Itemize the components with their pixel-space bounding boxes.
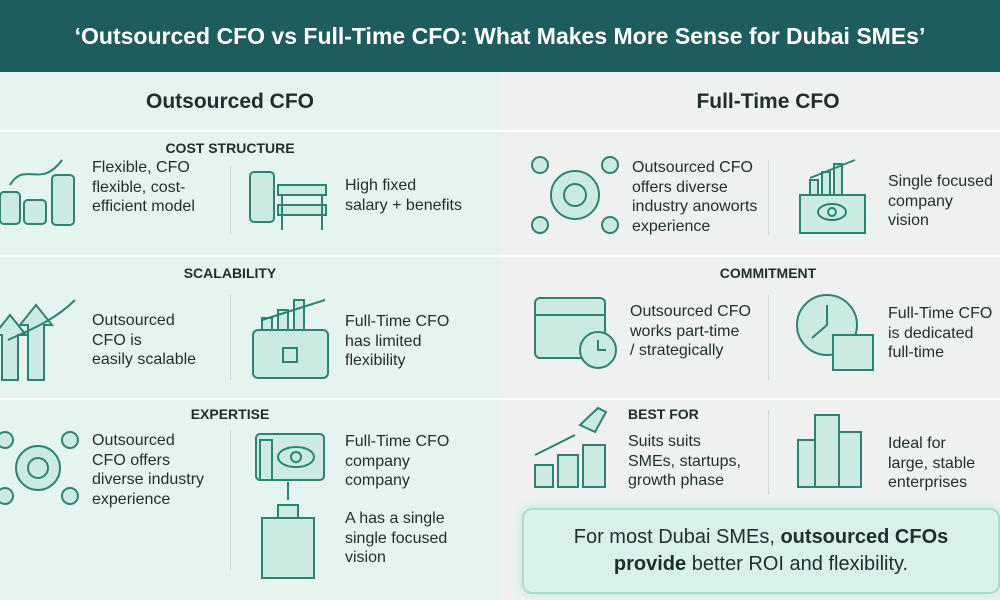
text-line: efficient model xyxy=(92,198,195,215)
divider xyxy=(0,398,1000,400)
item-text: Suits suits SMEs, startups, growth phase xyxy=(628,432,741,491)
text-line: has limited xyxy=(345,332,422,350)
text-line: Outsourced CFO xyxy=(630,303,751,320)
text-line: vision xyxy=(345,549,386,566)
text-line: Flexible, CFO xyxy=(92,159,190,176)
divider xyxy=(768,295,769,380)
item-text: High fixed salary + benefits xyxy=(345,176,462,215)
left-panel xyxy=(0,72,500,600)
divider xyxy=(768,160,769,235)
callout: For most Dubai SMEs, outsourced CFOs pro… xyxy=(522,508,1000,594)
column-title: Full-Time CFO xyxy=(696,90,840,113)
text-line: Outsourced CFO xyxy=(632,159,753,176)
item-text: Flexible, CFO flexible, cost-efficient mo… xyxy=(92,158,195,217)
text-line: easily scalable xyxy=(92,351,197,368)
divider xyxy=(230,430,231,570)
text-line: company xyxy=(345,472,410,489)
divider xyxy=(230,295,231,380)
text-line: industry anoworts xyxy=(632,198,758,215)
text-line: SMEs, startups, xyxy=(628,452,741,470)
text-line: Single focused xyxy=(888,173,993,190)
section-label: EXPERTISE xyxy=(190,406,270,422)
section-label: COST STRUCTURE xyxy=(165,140,295,156)
text-line: large, stable xyxy=(888,454,976,472)
text-line: experience xyxy=(92,490,171,508)
text-line: company xyxy=(345,452,410,470)
column-title: Outsourced CFO xyxy=(145,90,315,113)
text-line: Full-Time CFO xyxy=(888,305,993,322)
text-line: Full-Time CFO xyxy=(345,313,450,330)
text-line: flexibility xyxy=(345,352,406,369)
divider xyxy=(230,165,231,235)
divider xyxy=(0,255,1000,257)
item-text: Ideal for large, stable enterprises xyxy=(888,434,975,493)
text-line: growth phase xyxy=(628,472,725,489)
text-line: works part-time xyxy=(630,322,740,340)
text-line: enterprises xyxy=(888,474,968,491)
text-line: Ideal for xyxy=(888,435,946,452)
callout-emphasis: outsourced CFOs xyxy=(780,526,949,548)
text-line: vision xyxy=(888,212,929,229)
divider xyxy=(0,130,1000,132)
text-line: A has a single xyxy=(345,510,445,527)
text-line: High fixed xyxy=(345,177,417,194)
section-label: SCALABILITY xyxy=(183,265,277,281)
callout-text: better ROI and flexibility. xyxy=(691,553,909,575)
callout-text: For most Dubai SMEs, xyxy=(573,526,775,548)
text-line: Suits suits xyxy=(628,433,701,450)
section-label: BEST FOR xyxy=(628,406,699,422)
text-line: Outsourced xyxy=(92,312,175,329)
item-text: Outsourced CFO is easily scalable xyxy=(92,311,196,370)
text-line: CFO is xyxy=(92,331,142,349)
item-text: Full-Time CFO is dedicated full-time xyxy=(888,304,992,363)
item-text: Full-Time CFO company company xyxy=(345,432,449,491)
text-line: flexible, cost- xyxy=(92,178,186,196)
text-line: diverse industry xyxy=(92,471,205,488)
item-text: Full-Time CFO has limited flexibility xyxy=(345,312,449,371)
text-line: Full-Time CFO xyxy=(345,433,450,450)
text-line: / strategically xyxy=(630,342,724,359)
text-line: offers diverse xyxy=(632,178,728,196)
text-line: Outsourced xyxy=(92,432,175,449)
item-text: Single focused company vision xyxy=(888,172,993,231)
text-line: company xyxy=(888,192,953,210)
text-line: salary + benefits xyxy=(345,196,462,214)
text-line: single focused xyxy=(345,529,448,547)
text-line: experience xyxy=(632,217,711,235)
item-text: Outsourced CFO works part-time / strategic… xyxy=(630,302,751,361)
item-text: Outsourced CFO offers diverse industry expe… xyxy=(92,431,204,509)
text-line: is dedicated xyxy=(888,324,974,342)
item-text: A has a single single focused vision xyxy=(345,509,447,568)
item-text: Outsourced CFO offers diverse industry ano… xyxy=(632,158,757,236)
section-label: COMMITMENT xyxy=(719,265,817,281)
header-title: ‘Outsourced CFO vs Full-Time CFO: What M… xyxy=(0,0,1000,72)
callout-emphasis: provide xyxy=(613,553,687,575)
text-line: CFO offers xyxy=(92,451,170,469)
divider xyxy=(768,410,769,495)
text-line: full-time xyxy=(888,344,945,361)
